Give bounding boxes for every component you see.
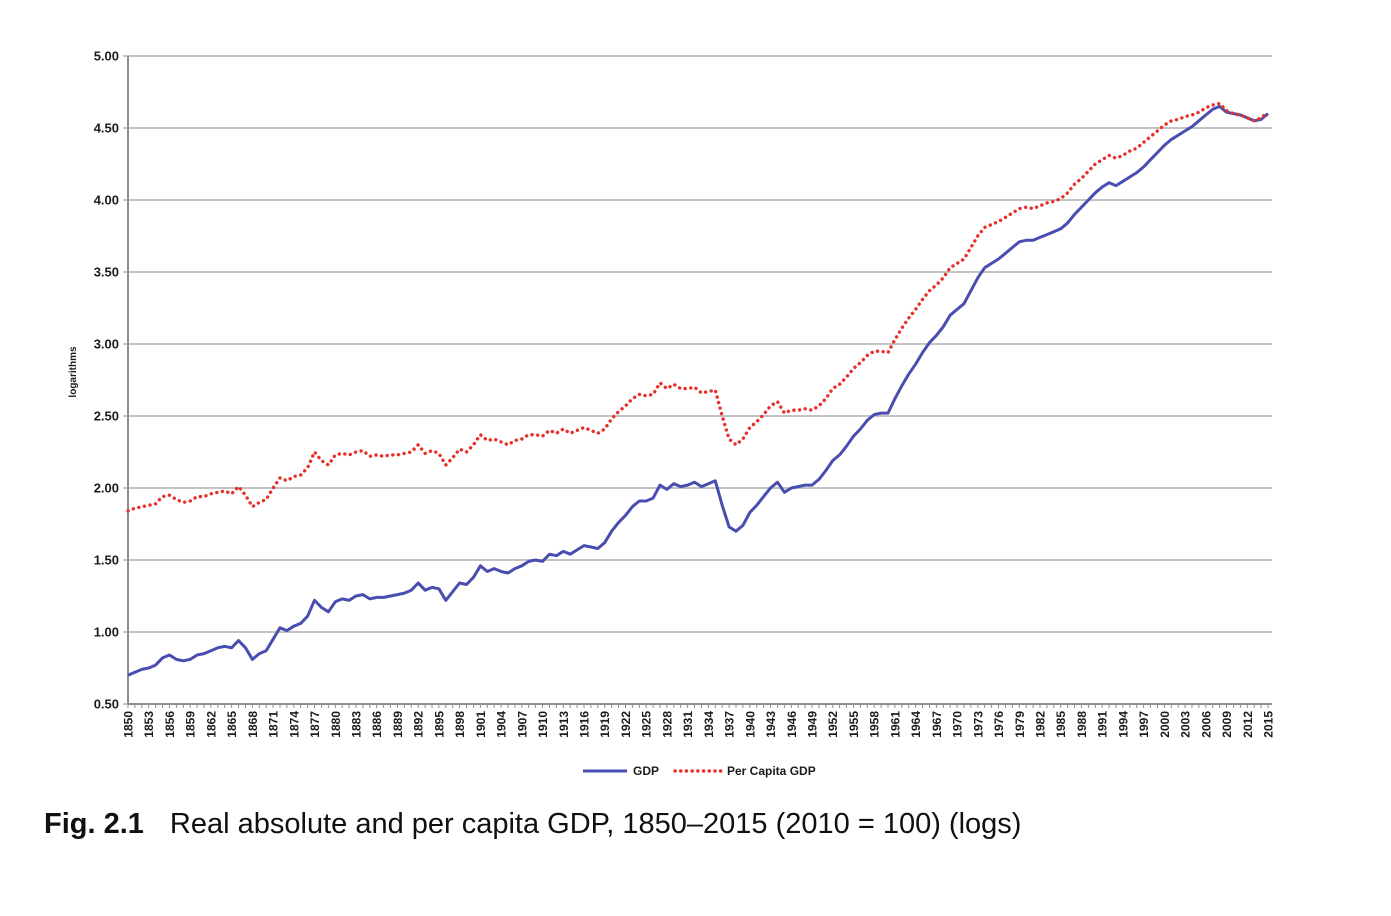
x-axis-label: 1943 (764, 711, 778, 738)
x-axis-label: 1970 (951, 711, 965, 738)
x-axis-label: 1940 (743, 711, 757, 738)
x-axis-label: 2015 (1262, 711, 1276, 738)
x-axis-label: 1994 (1116, 711, 1130, 738)
x-axis-label: 1871 (267, 711, 281, 738)
x-axis-label: 1955 (847, 711, 861, 738)
x-axis-label: 2012 (1241, 711, 1255, 738)
caption-fig-label: Fig. 2.1 (44, 808, 144, 840)
legend-label-per-capita-gdp: Per Capita GDP (727, 764, 816, 778)
x-axis-label: 1997 (1137, 711, 1151, 738)
x-axis-label: 1946 (785, 711, 799, 738)
x-axis-label: 1976 (992, 711, 1006, 738)
y-axis-label: 3.00 (94, 337, 119, 352)
x-axis-label: 1988 (1075, 711, 1089, 738)
x-axis-label: 1856 (163, 711, 177, 738)
x-axis-label: 1853 (142, 711, 156, 738)
caption-text: Real absolute and per capita GDP, 1850–2… (169, 808, 1022, 840)
y-axis-label: 0.50 (94, 697, 119, 712)
x-axis-label: 1964 (909, 711, 923, 738)
x-axis-label: 1949 (806, 711, 820, 738)
gdp-log-chart: 5.00 4.50 4.00 3.50 3.00 2.50 2.00 1.50 1.00 0.50… (68, 49, 1276, 779)
x-axis-label: 1934 (702, 711, 716, 738)
x-axis-label: 1883 (350, 711, 364, 738)
x-axis-label: 1895 (432, 711, 446, 738)
y-axis-label: 3.50 (94, 265, 119, 280)
x-axis-label: 1916 (578, 711, 592, 738)
x-axis-label: 1985 (1054, 711, 1068, 738)
gridlines-group (128, 55, 1272, 633)
x-axis-label: 1958 (868, 711, 882, 738)
x-axis-label: 1907 (515, 711, 529, 738)
x-axis-label: 1865 (225, 711, 239, 738)
x-axis-label: 1973 (971, 711, 985, 738)
y-axis-label: 2.00 (94, 481, 119, 496)
y-axis-label: 1.50 (94, 553, 119, 568)
x-axis-label: 1850 (122, 711, 136, 738)
x-axis-label: 1925 (640, 711, 654, 738)
x-axis-label: 1874 (287, 711, 301, 738)
x-axis-label: 1868 (246, 711, 260, 738)
x-axis-label: 1898 (453, 711, 467, 738)
x-axis-label: 1967 (930, 711, 944, 738)
y-axis-label: 4.50 (94, 121, 119, 136)
x-axis-label: 1880 (329, 711, 343, 738)
x-axis-label: 1910 (536, 711, 550, 738)
x-axis-label: 1928 (660, 711, 674, 738)
x-axis-label: 1904 (495, 711, 509, 738)
x-axis-label: 1913 (557, 711, 571, 738)
y-axis-label: 2.50 (94, 409, 119, 424)
x-axis-labels-group: 1850 1853 1856 1859 1862 1865 1868 1871 1874 1877… (122, 704, 1276, 738)
x-axis-label: 2006 (1199, 711, 1213, 738)
x-axis-label: 1952 (826, 711, 840, 738)
gdp-line (127, 104, 1269, 677)
x-axis-label: 1922 (619, 711, 633, 738)
y-axis-label: 4.00 (94, 193, 119, 208)
x-axis-label: 1859 (184, 711, 198, 738)
per-capita-gdp-line (126, 101, 1270, 513)
legend-label-gdp: GDP (633, 764, 659, 778)
x-axis-label: 1901 (474, 711, 488, 738)
x-axis-label: 1937 (723, 711, 737, 738)
x-axis-label: 1979 (1013, 711, 1027, 738)
y-axis-labels-group: 5.00 4.50 4.00 3.50 3.00 2.50 2.00 1.50 1.00 0.50 (94, 49, 128, 712)
x-axis-label: 1931 (681, 711, 695, 738)
x-axis-label: 1886 (370, 711, 384, 738)
x-axis-label: 1982 (1034, 711, 1048, 738)
x-axis-label: 1892 (412, 711, 426, 738)
y-axis-label: 1.00 (94, 625, 119, 640)
x-axis-label: 1961 (888, 711, 902, 738)
x-axis-label: 2003 (1179, 711, 1193, 738)
x-axis-label: 1877 (308, 711, 322, 738)
x-axis-label: 1919 (598, 711, 612, 738)
x-axis-label: 1889 (391, 711, 405, 738)
x-axis-label: 1862 (204, 711, 218, 738)
axes-group (127, 56, 1272, 705)
x-axis-label: 2000 (1158, 711, 1172, 738)
chart-legend: GDP Per Capita GDP (583, 764, 816, 778)
series-group (126, 101, 1270, 677)
y-axis-title: logarithms (68, 346, 79, 398)
x-axis-label: 1991 (1096, 711, 1110, 738)
y-axis-label: 5.00 (94, 49, 119, 64)
x-axis-label: 2009 (1220, 711, 1234, 738)
figure-caption: Fig. 2.1 Real absolute and per capita GDP… (44, 808, 1021, 841)
